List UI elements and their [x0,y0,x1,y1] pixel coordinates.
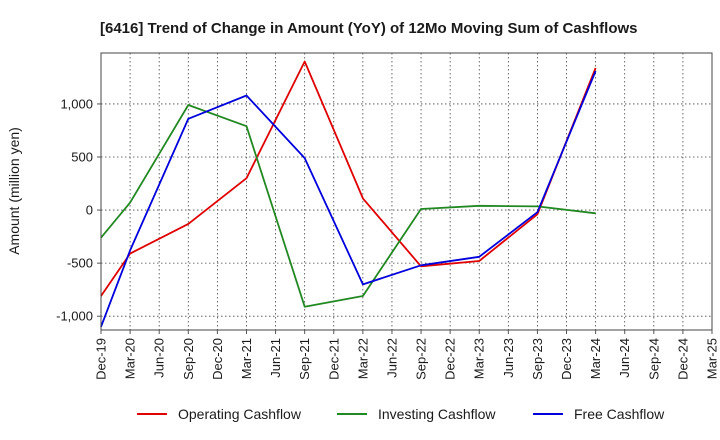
x-tick-label-dec-22: Dec-22 [443,338,458,380]
x-tick-label-jun-23: Jun-23 [501,338,516,378]
y-tick-label: 1,000 [60,96,93,111]
y-axis-ticks: -1,000 -500 0 500 1,000 [56,96,101,324]
x-tick-label-mar-22: Mar-22 [355,338,370,379]
series-line-free-cashflow [100,70,597,328]
plot-frame [100,52,713,331]
y-tick-label: -1,000 [56,309,93,324]
x-tick-label-sep-23: Sep-23 [530,338,545,380]
x-tick-label-dec-19: Dec-19 [94,338,109,380]
x-tick-label-jun-20: Jun-20 [152,338,167,378]
x-tick-label-dec-24: Dec-24 [675,338,690,380]
x-tick-label-dec-21: Dec-21 [326,338,341,380]
y-axis-label: Amount (million yen) [6,127,22,255]
chart-title: [6416] Trend of Change in Amount (YoY) o… [100,20,638,37]
x-tick-label-mar-23: Mar-23 [472,338,487,379]
series-layer [100,60,597,328]
x-tick-label-sep-24: Sep-24 [646,338,661,380]
x-tick-label-dec-23: Dec-23 [559,338,574,380]
grid-layer [101,53,712,330]
x-tick-label-mar-24: Mar-24 [588,338,603,379]
x-tick-label-mar-25: Mar-25 [705,338,720,379]
x-tick-label-sep-21: Sep-21 [297,338,312,380]
series-line-investing-cashflow [100,104,596,308]
x-axis-ticks: Dec-19 Mar-20 Jun-20 Sep-20 Dec-20 Mar-21 Jun-… [94,330,720,380]
y-tick-label: -500 [67,256,93,271]
y-tick-label: 500 [71,150,93,165]
x-tick-label-dec-20: Dec-20 [210,338,225,380]
legend-label-operating-cashflow: Operating Cashflow [178,406,302,422]
legend-label-free-cashflow: Free Cashflow [574,406,665,422]
series-line-operating-cashflow [100,60,597,297]
x-tick-label-mar-21: Mar-21 [239,338,254,379]
y-tick-label: 0 [86,203,93,218]
x-tick-label-sep-20: Sep-20 [181,338,196,380]
x-tick-label-jun-22: Jun-22 [384,338,399,378]
x-tick-label-mar-20: Mar-20 [123,338,138,379]
x-tick-label-sep-22: Sep-22 [414,338,429,380]
x-tick-label-jun-21: Jun-21 [268,338,283,378]
legend: Operating Cashflow Investing Cashflow Free… [137,406,665,422]
x-tick-label-jun-24: Jun-24 [617,338,632,378]
legend-label-investing-cashflow: Investing Cashflow [378,406,496,422]
